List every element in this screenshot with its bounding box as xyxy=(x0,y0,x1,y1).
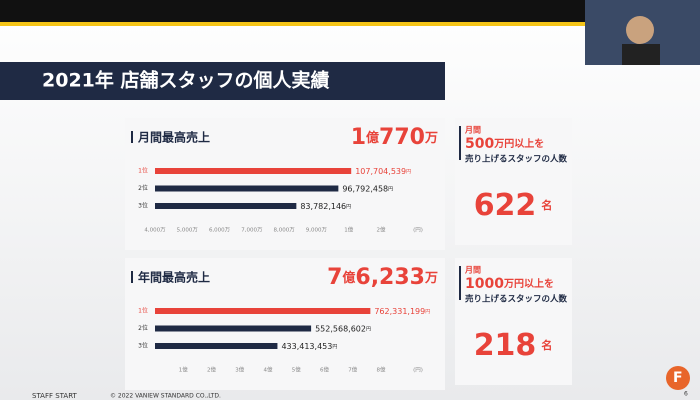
x-tick-label: 4億 xyxy=(264,366,273,374)
title-banner xyxy=(0,62,445,100)
highlight-part: 億 xyxy=(366,130,379,146)
panel-count-number: 218 xyxy=(474,328,537,363)
x-tick-label: 6億 xyxy=(320,366,329,374)
logo-mark: F xyxy=(673,370,683,386)
value-label: 762,331,199円 xyxy=(374,307,430,316)
x-tick-label: 2億 xyxy=(377,226,386,234)
panel-marker xyxy=(459,126,461,160)
highlight-part: 億 xyxy=(342,270,355,286)
highlight: 7億6,233万 xyxy=(327,265,438,290)
card xyxy=(125,258,445,390)
value-unit: 円 xyxy=(406,169,411,175)
chart-title: 年間最高売上 xyxy=(138,270,210,285)
x-unit: (円) xyxy=(413,367,423,374)
footer: STAFF START xyxy=(32,392,78,400)
copyright: © 2022 VANIEW STANDARD CO.,LTD. xyxy=(110,393,221,400)
webcam-person-body xyxy=(622,44,660,65)
panel-amount-number: 500 xyxy=(465,136,494,152)
value-number: 762,331,199 xyxy=(374,307,425,316)
x-tick-label: 1億 xyxy=(344,226,353,234)
category-label: 1位 xyxy=(138,167,148,175)
panel-amount-unit: 万円以上を xyxy=(493,137,544,150)
chart-title: 月間最高売上 xyxy=(137,130,210,145)
value-label: 96,792,458円 xyxy=(342,184,393,193)
value-unit: 円 xyxy=(332,344,337,350)
page-number: 6 xyxy=(684,391,688,398)
highlight-part: 770 xyxy=(379,125,425,150)
value-label: 433,413,453円 xyxy=(281,342,337,351)
highlight-part: 万 xyxy=(424,131,438,146)
highlight: 1億770万 xyxy=(351,125,438,150)
title-marker xyxy=(131,271,133,283)
value-unit: 円 xyxy=(346,204,351,210)
x-tick-label: 8,000万 xyxy=(274,227,296,234)
logo xyxy=(666,366,690,390)
panel-count-number: 622 xyxy=(474,188,537,223)
category-label: 1位 xyxy=(138,307,148,315)
x-tick-label: 5億 xyxy=(292,366,301,374)
highlight-part: 万 xyxy=(424,271,438,286)
panel-amount: 1000万円以上を xyxy=(465,276,554,292)
x-tick-label: 2億 xyxy=(207,366,216,374)
x-tick-label: 6,000万 xyxy=(209,227,231,234)
x-tick-label: 8億 xyxy=(377,366,386,374)
value-label: 107,704,539円 xyxy=(355,167,411,176)
card xyxy=(125,118,445,250)
bar xyxy=(155,325,312,332)
x-tick-label: 4,000万 xyxy=(144,227,166,234)
value-unit: 円 xyxy=(425,309,430,315)
panel-subject: 売り上げるスタッフの人数 xyxy=(464,154,568,165)
accent-stripe xyxy=(0,22,590,26)
value-number: 107,704,539 xyxy=(355,167,406,176)
top-bar xyxy=(0,0,700,22)
value-number: 83,782,146 xyxy=(300,202,346,211)
panel-amount-number: 1000 xyxy=(465,276,504,292)
x-tick-label: 5,000万 xyxy=(177,227,199,234)
bar xyxy=(155,168,352,174)
bar xyxy=(155,308,371,314)
panel xyxy=(455,258,572,385)
x-tick-label: 3億 xyxy=(235,366,244,374)
x-tick-label: 9,000万 xyxy=(306,227,328,234)
highlight-part: 7 xyxy=(327,265,342,290)
panel-marker xyxy=(459,266,461,300)
category-label: 3位 xyxy=(138,202,148,210)
category-label: 2位 xyxy=(138,184,148,192)
panel-amount: 500万円以上を xyxy=(465,136,544,152)
panel-period: 月間 xyxy=(464,266,481,275)
panel-count: 218 名 xyxy=(474,328,553,363)
bar xyxy=(155,203,297,209)
x-unit: (円) xyxy=(413,227,423,234)
value-unit: 円 xyxy=(388,186,393,192)
category-label: 3位 xyxy=(138,342,148,350)
title-marker xyxy=(131,131,133,143)
panel-amount-unit: 万円以上を xyxy=(503,277,554,290)
value-number: 552,568,602 xyxy=(315,324,366,333)
panel-count: 622 名 xyxy=(474,188,553,223)
x-tick-label: 7,000万 xyxy=(241,227,263,234)
panel xyxy=(455,118,572,245)
bar xyxy=(155,343,278,349)
panel-subject: 売り上げるスタッフの人数 xyxy=(464,294,568,305)
panel-count-unit: 名 xyxy=(541,198,552,212)
value-number: 433,413,453 xyxy=(281,342,332,351)
highlight-part: 6,233 xyxy=(355,265,425,290)
slide-title: 2021年 店舗スタッフの個人実績 xyxy=(42,69,330,92)
value-unit: 円 xyxy=(366,326,371,332)
value-label: 552,568,602円 xyxy=(315,324,371,333)
webcam-person xyxy=(626,16,654,44)
value-label: 83,782,146円 xyxy=(300,202,351,211)
bar xyxy=(155,185,339,192)
highlight-part: 1 xyxy=(351,125,366,150)
x-tick-label: 1億 xyxy=(179,366,188,374)
value-number: 96,792,458 xyxy=(342,184,388,193)
panel-count-unit: 名 xyxy=(541,338,552,352)
category-label: 2位 xyxy=(138,324,148,332)
x-tick-label: 7億 xyxy=(348,366,357,374)
panel-period: 月間 xyxy=(464,126,481,135)
